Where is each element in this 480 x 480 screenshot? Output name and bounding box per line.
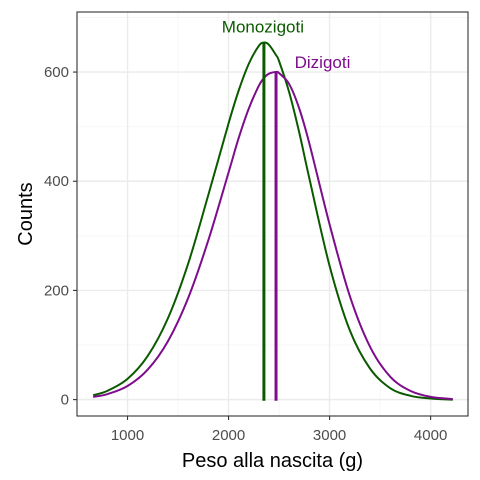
x-tick-label: 1000 [111, 427, 144, 444]
annotation-monozigoti: Monozigoti [222, 18, 304, 37]
x-tick-label: 3000 [313, 427, 346, 444]
y-tick-label: 0 [61, 392, 69, 409]
axis-ticks [73, 72, 431, 420]
tick-labels: 1000 2000 3000 4000 0 200 400 600 [44, 64, 447, 444]
x-tick-label: 2000 [212, 427, 245, 444]
series-line-monozigoti [93, 43, 453, 400]
series-layer [93, 43, 453, 400]
y-tick-label: 200 [44, 282, 69, 299]
x-axis-title: Peso alla nascita (g) [182, 450, 363, 472]
annotation-layer: Monozigoti Dizigoti [222, 18, 351, 72]
annotation-dizigoti: Dizigoti [295, 53, 351, 72]
vline-layer [264, 43, 276, 401]
x-tick-label: 4000 [414, 427, 447, 444]
y-axis-title: Counts [15, 182, 37, 245]
y-tick-label: 400 [44, 173, 69, 190]
y-tick-label: 600 [44, 64, 69, 81]
